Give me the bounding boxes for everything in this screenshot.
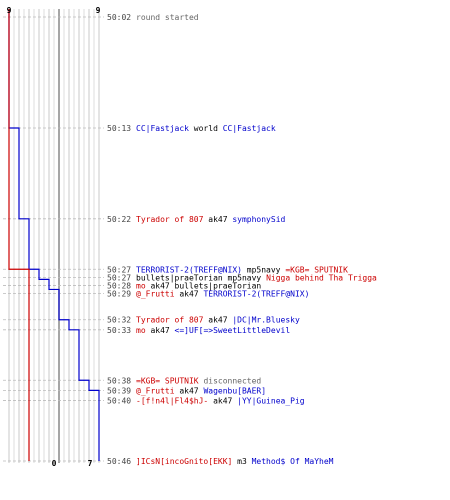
event-text: TERRORIST-2(TREFF@NIX) mp5navy =KGB= SPU… xyxy=(136,265,348,274)
event-text-part: @_Frutti xyxy=(136,386,175,395)
red-team-line xyxy=(8,9,30,461)
event-time: 50:27 xyxy=(107,265,131,274)
event-text-part: symphonySid xyxy=(232,215,285,224)
event-time: 50:33 xyxy=(107,326,131,335)
event-text: ]ICsN[incoGnito[EKK] m3 Method$ Of MaYhe… xyxy=(136,457,334,466)
event-text-part: TERRORIST-2(TREFF@NIX) xyxy=(203,289,309,298)
event-time: 50:27 xyxy=(107,273,131,282)
event-time: 50:46 xyxy=(107,457,131,466)
event-text-part: mp5navy xyxy=(223,273,266,282)
event-time: 50:32 xyxy=(107,316,131,325)
event-text-part: disconnected xyxy=(199,376,262,385)
event-text-part: round started xyxy=(136,13,199,22)
axis-labels: 9 9 0 7 xyxy=(7,6,101,468)
event-text-part: m3 xyxy=(232,457,251,466)
blue-bottom-label: 0 xyxy=(52,459,57,468)
event-text: mo ak47 bullets|praeTorian xyxy=(136,281,261,290)
event-text-part: =KGB= SPUTNIK xyxy=(285,265,348,274)
event-text-part: =KGB= SPUTNIK xyxy=(136,376,199,385)
event-text: round started xyxy=(136,13,199,22)
event-text-part: ak47 xyxy=(175,386,204,395)
event-text-part: Nigga behind Tha Trigga xyxy=(266,273,377,282)
event-text: @_Frutti ak47 Wagenbu[BAER] xyxy=(136,386,266,395)
event-text-part: mp5navy xyxy=(242,265,285,274)
event-text: Tyrador of 807 ak47 |DC|Mr.Bluesky xyxy=(136,316,300,325)
event-text-part: Method$ Of MaYheM xyxy=(252,457,334,466)
event-text-part: Wagenbu[BAER] xyxy=(203,386,266,395)
event-time: 50:38 xyxy=(107,376,131,385)
event-guide-lines xyxy=(3,16,104,462)
event-text: =KGB= SPUTNIK disconnected xyxy=(136,376,261,385)
event-text-part: ak47 xyxy=(203,316,232,325)
event-text-part: ak47 xyxy=(146,281,175,290)
event-text-part: mo xyxy=(136,326,146,335)
event-text-part: ]ICsN[incoGnito[EKK] xyxy=(136,457,232,466)
event-time: 50:13 xyxy=(107,124,131,133)
event-time: 50:39 xyxy=(107,386,131,395)
event-text: -[f!n4l|Fl4$hJ- ak47 |YY|Guinea_Pig xyxy=(136,396,305,405)
event-text-part: ak47 xyxy=(208,396,237,405)
event-text-part: bullets|praeTorian xyxy=(136,273,223,282)
event-time: 50:02 xyxy=(107,13,131,22)
blue-team-line xyxy=(8,9,100,461)
event-text-part: Tyrador of 807 xyxy=(136,316,204,325)
event-time: 50:29 xyxy=(107,289,131,298)
event-text-part: -[f!n4l|Fl4$hJ- xyxy=(136,396,208,405)
event-text-part: @_Frutti xyxy=(136,289,175,298)
event-text-part: TERRORIST-2(TREFF@NIX) xyxy=(136,265,242,274)
event-text-part: bullets|praeTorian xyxy=(175,281,262,290)
event-text-part: |YY|Guinea_Pig xyxy=(237,396,305,405)
event-text: bullets|praeTorian mp5navy Nigga behind … xyxy=(136,273,377,282)
event-time: 50:22 xyxy=(107,215,131,224)
event-text-part: world xyxy=(189,124,223,133)
event-text: CC|Fastjack world CC|Fastjack xyxy=(136,124,276,133)
event-text-part: <=]UF[=>SweetLittleDevil xyxy=(175,326,291,335)
event-text: @_Frutti ak47 TERRORIST-2(TREFF@NIX) xyxy=(136,289,309,298)
red-top-label: 9 xyxy=(96,6,101,15)
event-text-part: CC|Fastjack xyxy=(223,124,276,133)
event-text-part: mo xyxy=(136,281,146,290)
event-log: 50:02 round started 50:13 CC|Fastjack world… xyxy=(107,13,377,466)
blue-top-label: 9 xyxy=(7,6,12,15)
event-time: 50:28 xyxy=(107,281,131,290)
event-text-part: CC|Fastjack xyxy=(136,124,189,133)
event-text: mo ak47 <=]UF[=>SweetLittleDevil xyxy=(136,326,290,335)
event-text-part: |DC|Mr.Bluesky xyxy=(232,316,300,325)
red-bottom-label: 7 xyxy=(88,459,93,468)
event-text: Tyrador of 807 ak47 symphonySid xyxy=(136,215,286,224)
grid-lines xyxy=(8,9,100,463)
event-time: 50:40 xyxy=(107,396,131,405)
event-text-part: ak47 xyxy=(146,326,175,335)
team-series xyxy=(8,9,100,461)
event-text-part: ak47 xyxy=(175,289,204,298)
event-text-part: Tyrador of 807 xyxy=(136,215,204,224)
event-text-part: ak47 xyxy=(203,215,232,224)
